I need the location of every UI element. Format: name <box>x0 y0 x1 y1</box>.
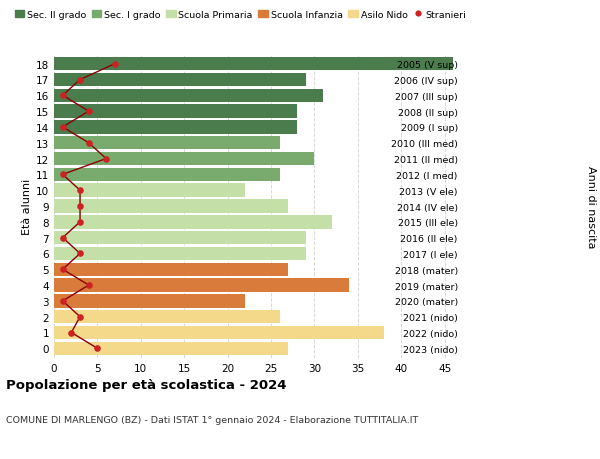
Point <box>58 124 67 131</box>
Bar <box>54 73 306 87</box>
Legend: Sec. II grado, Sec. I grado, Scuola Primaria, Scuola Infanzia, Asilo Nido, Stran: Sec. II grado, Sec. I grado, Scuola Prim… <box>11 7 470 23</box>
Text: COMUNE DI MARLENGO (BZ) - Dati ISTAT 1° gennaio 2024 - Elaborazione TUTTITALIA.I: COMUNE DI MARLENGO (BZ) - Dati ISTAT 1° … <box>6 415 418 425</box>
Point <box>84 108 94 116</box>
Bar <box>54 295 245 308</box>
Point <box>75 77 85 84</box>
Point <box>84 282 94 289</box>
Bar <box>54 326 384 340</box>
Point <box>58 235 67 242</box>
Bar <box>54 184 245 197</box>
Text: Anni di nascita: Anni di nascita <box>586 165 596 248</box>
Point <box>75 218 85 226</box>
Bar <box>54 168 280 182</box>
Bar <box>54 105 297 118</box>
Bar <box>54 152 314 166</box>
Bar <box>54 121 297 134</box>
Point <box>75 313 85 321</box>
Bar <box>54 200 289 213</box>
Y-axis label: Età alunni: Età alunni <box>22 179 32 235</box>
Point <box>58 171 67 179</box>
Point <box>101 156 111 163</box>
Bar <box>54 310 280 324</box>
Bar <box>54 342 289 355</box>
Bar <box>54 90 323 103</box>
Point <box>92 345 102 352</box>
Bar <box>54 263 289 276</box>
Point <box>75 250 85 257</box>
Bar <box>54 216 332 229</box>
Point <box>58 297 67 305</box>
Point <box>75 203 85 210</box>
Bar <box>54 137 280 150</box>
Bar <box>54 279 349 292</box>
Bar <box>54 231 306 245</box>
Point <box>58 92 67 100</box>
Point <box>84 140 94 147</box>
Bar <box>54 247 306 261</box>
Point <box>110 61 119 68</box>
Text: Popolazione per età scolastica - 2024: Popolazione per età scolastica - 2024 <box>6 379 287 392</box>
Point <box>58 266 67 273</box>
Point <box>67 329 76 336</box>
Point <box>75 187 85 195</box>
Bar <box>54 58 454 71</box>
